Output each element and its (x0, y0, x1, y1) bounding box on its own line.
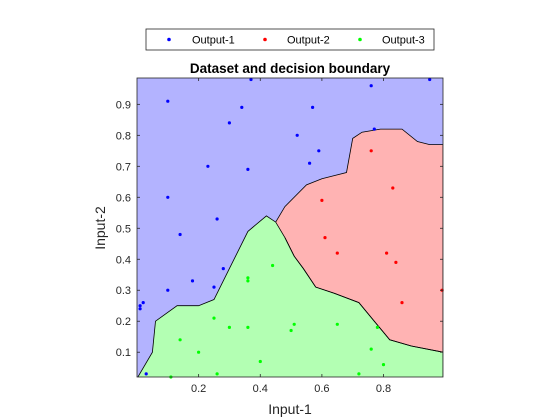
legend-marker-output-1 (167, 37, 171, 42)
plot-border (136, 77, 444, 378)
point-output-3-10 (292, 322, 296, 326)
point-output-1-11 (215, 217, 219, 221)
point-output-2-1 (323, 236, 327, 240)
point-output-1-20 (317, 149, 321, 153)
point-output-3-1 (178, 338, 182, 342)
legend-entry-output-1: Output-1 (192, 35, 235, 47)
chart-title: Dataset and decision boundary (190, 61, 391, 76)
scatter-points (138, 77, 444, 379)
y-tick-label-7: 0.8 (116, 130, 131, 142)
y-axis-label: Input-2 (92, 206, 108, 250)
point-output-3-7 (246, 325, 250, 329)
point-output-1-12 (221, 267, 225, 271)
point-output-1-16 (249, 77, 253, 82)
output-3-region (137, 215, 443, 377)
point-output-3-9 (289, 328, 293, 333)
legend-box (145, 28, 435, 51)
legend-entry-output-3: Output-3 (382, 35, 425, 47)
point-output-3-2 (197, 350, 201, 354)
point-output-1-0 (138, 304, 142, 308)
point-output-1-18 (308, 161, 312, 165)
point-output-1-10 (212, 285, 216, 289)
y-tick-label-8: 0.9 (116, 99, 131, 111)
y-tick-label-5: 0.6 (116, 192, 131, 204)
boundary-line-output-2 (275, 128, 443, 353)
legend-marker-output-2 (263, 37, 267, 42)
point-output-3-4 (215, 372, 219, 376)
point-output-1-17 (295, 133, 299, 137)
point-output-1-14 (240, 105, 244, 109)
y-tick-label-0: 0.1 (116, 347, 131, 359)
point-output-1-4 (166, 288, 170, 292)
x-tick-label-3: 0.8 (376, 383, 391, 395)
output-2-region (275, 129, 443, 353)
legend[interactable]: Output-1 Output-2 Output-3 (145, 28, 435, 51)
point-output-1-3 (144, 372, 148, 376)
point-output-1-15 (246, 167, 250, 171)
point-output-3-16 (258, 359, 262, 364)
point-output-2-0 (320, 198, 324, 202)
x-tick-label-0: 0.2 (191, 383, 206, 395)
y-tick-label-6: 0.7 (116, 161, 131, 173)
y-tick-label-1: 0.2 (116, 316, 131, 328)
point-output-1-1 (141, 301, 145, 305)
point-output-1-7 (178, 232, 182, 237)
point-output-2-3 (369, 149, 373, 153)
point-output-1-5 (166, 195, 170, 199)
point-output-2-7 (400, 301, 404, 305)
y-axis: 0.1 0.2 0.3 0.4 0.5 0.6 0.7 0.8 0.9 (116, 99, 443, 359)
x-axis: 0.2 0.4 0.6 0.8 (191, 78, 391, 395)
point-output-1-8 (190, 279, 195, 283)
point-output-2-4 (385, 251, 389, 255)
x-tick-label-1: 0.4 (253, 383, 268, 395)
y-tick-label-2: 0.3 (116, 285, 131, 297)
point-output-3-11 (335, 322, 339, 326)
point-output-3-13 (369, 347, 373, 351)
point-output-2-6 (394, 260, 398, 264)
point-output-1-23 (428, 77, 432, 82)
point-output-3-8 (271, 263, 275, 268)
point-output-3-15 (381, 363, 386, 367)
point-output-3-14 (375, 325, 379, 329)
y-tick-label-4: 0.5 (116, 223, 131, 235)
point-output-1-13 (227, 121, 231, 125)
x-tick-label-2: 0.6 (314, 383, 329, 395)
point-output-2-5 (391, 186, 395, 190)
point-output-1-19 (311, 105, 315, 109)
point-output-1-22 (372, 127, 376, 131)
point-output-3-17 (227, 325, 231, 329)
legend-marker-output-3 (358, 37, 362, 42)
legend-entry-output-2: Output-2 (287, 35, 330, 47)
x-axis-label: Input-1 (268, 401, 312, 417)
y-tick-label-3: 0.4 (116, 254, 131, 266)
point-output-3-6 (246, 279, 250, 283)
point-output-1-2 (138, 307, 142, 311)
point-output-3-5 (246, 276, 250, 280)
point-output-1-21 (369, 84, 373, 88)
point-output-1-9 (206, 164, 210, 168)
point-output-1-6 (166, 99, 170, 103)
point-output-3-12 (357, 372, 361, 376)
point-output-2-2 (335, 251, 339, 255)
point-output-3-3 (212, 316, 216, 320)
